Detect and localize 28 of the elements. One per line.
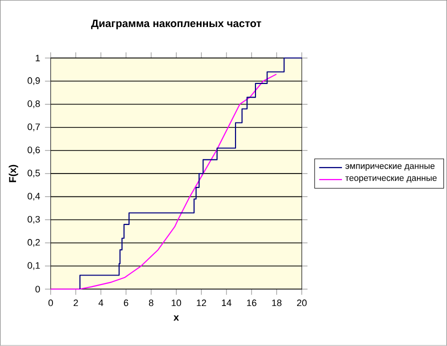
- y-tick-label: 0,7: [28, 124, 40, 132]
- y-tick-label: 0,1: [28, 262, 40, 270]
- y-axis-title: F(x): [8, 164, 18, 182]
- x-tick-label: 20: [297, 300, 307, 306]
- y-tick-label: 0,3: [28, 216, 40, 224]
- line-series: [50, 74, 277, 290]
- legend-label: эмпирические данные: [345, 164, 435, 171]
- chart-title: Диаграмма накопленных частот: [91, 20, 262, 30]
- x-tick-label: 12: [196, 300, 206, 306]
- x-tick-label: 8: [148, 300, 154, 306]
- x-tick-label: 14: [222, 300, 232, 306]
- y-tick-label: 0,6: [28, 146, 40, 154]
- y-tick-label: 0,5: [28, 170, 40, 178]
- x-tick-label: 10: [172, 300, 182, 306]
- x-tick-label: 0: [48, 300, 53, 306]
- y-tick-label: 0,2: [28, 239, 40, 247]
- x-tick-label: 18: [272, 300, 282, 306]
- x-tick-label: 16: [247, 300, 256, 306]
- y-tick-label: 0,8: [28, 100, 40, 108]
- y-tick-label: 1: [36, 54, 40, 62]
- x-tick-label: 4: [98, 300, 104, 306]
- y-tick-label: 0,4: [28, 192, 40, 201]
- y-tick-label: 0,9: [28, 77, 40, 86]
- x-axis-title: x: [174, 315, 179, 321]
- x-tick-label: 6: [124, 300, 128, 306]
- y-tick-label: 0: [35, 286, 40, 293]
- legend-label: теоретические данные: [345, 176, 437, 183]
- x-tick-label: 2: [74, 300, 78, 306]
